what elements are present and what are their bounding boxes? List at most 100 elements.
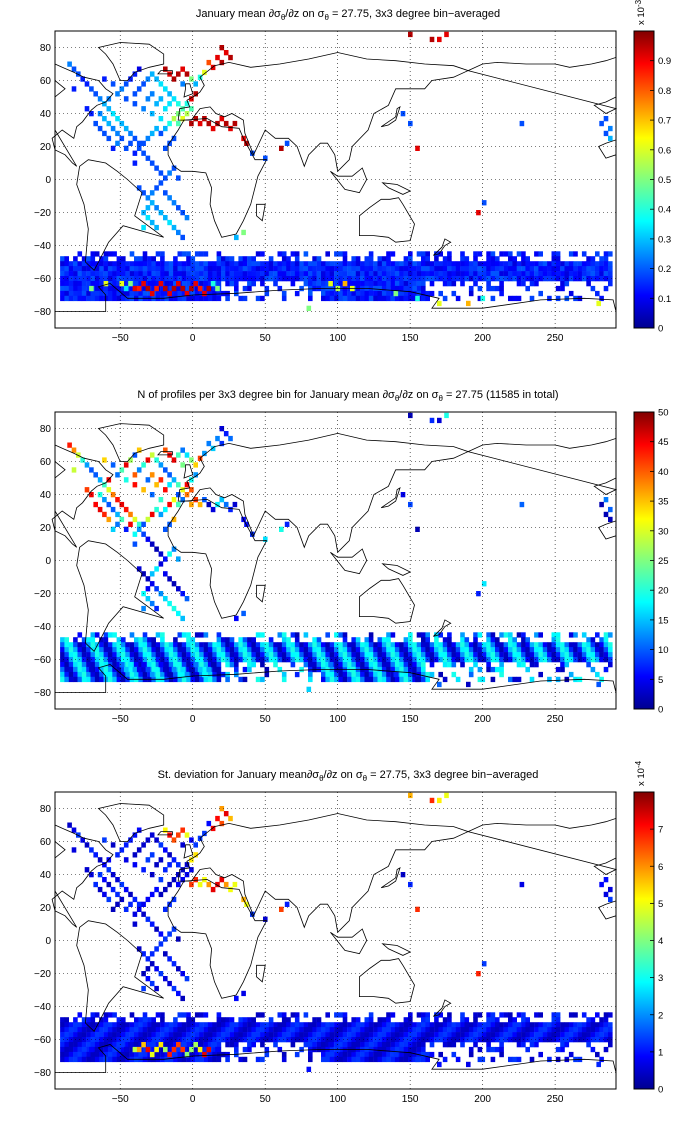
heatmap-cell <box>142 271 148 277</box>
heatmap-cell <box>219 426 225 432</box>
heatmap-cell <box>590 647 596 653</box>
heatmap-cell <box>129 671 135 678</box>
heatmap-cell <box>351 671 356 678</box>
heatmap-cell <box>555 285 561 292</box>
heatmap-cell <box>99 671 104 678</box>
heatmap-cell <box>158 81 164 87</box>
heatmap-cell <box>164 261 169 267</box>
heatmap-cell <box>264 1037 270 1043</box>
heatmap-cell <box>216 1032 222 1038</box>
heatmap-cell <box>529 652 535 658</box>
heatmap-cell <box>164 276 169 282</box>
heatmap-cell <box>151 647 156 653</box>
heatmap-cell <box>154 285 159 292</box>
heatmap-cell <box>573 647 578 653</box>
heatmap-cell <box>529 676 535 683</box>
heatmap-cell <box>145 586 151 592</box>
heatmap-cell <box>564 1037 570 1043</box>
heatmap-cell <box>168 1056 174 1063</box>
heatmap-cell <box>163 886 168 893</box>
heatmap-cell <box>99 652 104 658</box>
heatmap-cell <box>232 501 238 508</box>
heatmap-cell <box>542 652 548 658</box>
heatmap-cell <box>142 671 148 678</box>
heatmap-cell <box>136 666 142 673</box>
heatmap-cell <box>93 501 98 508</box>
heatmap-cell <box>477 251 483 257</box>
heatmap-cell <box>194 285 200 292</box>
heatmap-cell <box>355 642 361 648</box>
heatmap-cell <box>155 271 161 277</box>
heatmap-cell <box>560 1042 565 1048</box>
heatmap-cell <box>403 266 409 272</box>
heatmap-cell <box>590 1027 596 1033</box>
heatmap-cell <box>251 256 256 262</box>
heatmap-cell <box>164 271 169 277</box>
heatmap-cell <box>163 86 168 92</box>
heatmap-cell <box>347 281 352 287</box>
heatmap-cell <box>121 290 126 297</box>
heatmap-cell <box>538 652 543 658</box>
heatmap-cell <box>68 281 74 287</box>
heatmap-cell <box>234 234 239 241</box>
heatmap-cell <box>521 1022 526 1028</box>
heatmap-cell <box>334 647 339 653</box>
heatmap-cell <box>486 281 491 287</box>
heatmap-cell <box>390 676 396 683</box>
heatmap-cell <box>115 472 120 478</box>
heatmap-cell <box>551 652 557 658</box>
heatmap-cell <box>399 266 404 272</box>
heatmap-cell <box>212 1051 217 1058</box>
heatmap-cell <box>203 647 209 653</box>
panel-1-axes-frame <box>54 30 617 329</box>
heatmap-cell <box>603 632 609 638</box>
heatmap-cell <box>312 1032 317 1038</box>
heatmap-cell <box>163 666 168 673</box>
heatmap-cell <box>403 637 409 643</box>
heatmap-cell <box>277 1027 283 1033</box>
heatmap-cell <box>99 290 104 297</box>
heatmap-cell <box>555 266 561 272</box>
heatmap-cell <box>381 1056 387 1063</box>
heatmap-cell <box>538 1012 543 1018</box>
heatmap-cell <box>281 671 287 678</box>
heatmap-cell <box>473 251 478 257</box>
heatmap-cell <box>177 285 183 292</box>
x-tick-label: 0 <box>190 714 196 725</box>
heatmap-cell <box>242 1037 248 1043</box>
heatmap-cell <box>437 1061 442 1068</box>
coastline <box>167 118 268 238</box>
heatmap-cell <box>399 1022 404 1028</box>
heatmap-cell <box>516 662 522 668</box>
heatmap-cell <box>521 281 526 287</box>
heatmap-cell <box>547 1032 552 1038</box>
heatmap-cell <box>186 295 191 302</box>
heatmap-cell <box>560 642 565 648</box>
colorbar-tick-label: 0.9 <box>658 56 671 67</box>
heatmap-cell <box>190 671 196 678</box>
heatmap-cell <box>308 271 313 277</box>
heatmap-cell <box>64 1042 69 1048</box>
heatmap-cell <box>329 295 335 302</box>
heatmap-cell <box>134 271 139 277</box>
heatmap-cell <box>399 271 404 277</box>
heatmap-cell <box>86 256 91 262</box>
heatmap-cell <box>234 1022 239 1028</box>
heatmap-cell <box>168 642 174 648</box>
heatmap-cell <box>60 637 65 643</box>
heatmap-cell <box>186 281 191 287</box>
heatmap-cell <box>442 1042 448 1048</box>
heatmap-cell <box>455 676 461 683</box>
heatmap-cell <box>97 477 103 483</box>
heatmap-cell <box>138 256 143 262</box>
heatmap-cell <box>608 1042 613 1048</box>
heatmap-cell <box>451 261 457 267</box>
heatmap-cell <box>242 666 248 673</box>
heatmap-cell <box>190 290 196 297</box>
heatmap-cell <box>102 130 107 137</box>
heatmap-cell <box>294 256 300 262</box>
heatmap-cell <box>529 271 535 277</box>
heatmap-cell <box>219 806 225 812</box>
heatmap-cell <box>60 290 65 297</box>
heatmap-cell <box>529 1056 535 1063</box>
